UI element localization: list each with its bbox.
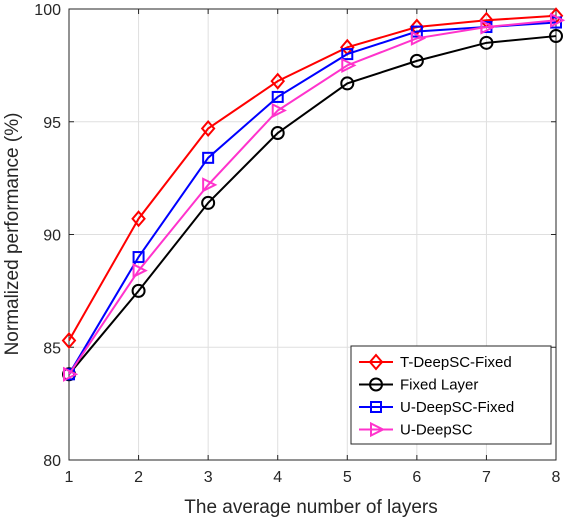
x-tick-label: 2 [134, 469, 143, 486]
x-tick-label: 5 [343, 469, 352, 486]
t-deepsc-fixed-line [68, 14, 557, 341]
x-tick-label: 3 [204, 469, 213, 486]
u-deepsc-fixed-point [271, 90, 284, 103]
series-t-deepsc-fixed [61, 7, 564, 350]
fixed-layer-point [340, 76, 355, 91]
legend-entry-t-deepsc-fixed: T-DeepSC-Fixed [359, 353, 512, 371]
u-deepsc-fixed-point [202, 151, 215, 164]
fixed-layer-point [409, 53, 424, 68]
y-tick-label: 90 [43, 228, 61, 245]
t-deepsc-fixed-point [61, 331, 77, 350]
legend-entry-u-deepsc: U-DeepSC [359, 422, 473, 439]
fixed-layer-point [549, 29, 563, 44]
u-deepsc-point [480, 19, 496, 35]
u-deepsc-point [550, 12, 566, 28]
series-u-deepsc [63, 12, 566, 382]
legend-swatch-marker [370, 401, 382, 413]
t-deepsc-fixed-point [270, 72, 286, 90]
x-tick-label: 7 [482, 469, 491, 486]
legend-label: U-DeepSC-Fixed [400, 399, 514, 416]
legend-label: Fixed Layer [400, 377, 478, 394]
x-axis-label: The average number of layers [184, 497, 437, 518]
legend-swatch-marker [369, 377, 383, 392]
fixed-layer-point [479, 35, 494, 50]
x-tick-label: 6 [412, 469, 421, 486]
x-tick-label: 4 [273, 469, 282, 486]
y-tick-label: 95 [43, 115, 61, 132]
x-tick-label: 8 [552, 469, 561, 486]
fixed-layer-point [270, 126, 285, 141]
fixed-layer-point [131, 283, 146, 298]
y-tick-label: 85 [43, 340, 61, 357]
y-axis-label: Normalized performance (%) [2, 113, 23, 356]
u-deepsc-fixed-point [132, 251, 145, 264]
legend-swatch-marker [368, 353, 384, 371]
axes [68, 8, 557, 461]
legend-swatch-marker [370, 421, 386, 438]
u-deepsc-point [63, 366, 79, 382]
tick-labels: 1 2 3 4 5 6 7 8 80 85 90 95 100 [34, 2, 560, 486]
u-deepsc-fixed-line [68, 21, 557, 375]
u-deepsc-line [68, 19, 557, 375]
y-tick-label: 80 [43, 453, 61, 470]
u-deepsc-fixed-point [341, 48, 354, 61]
u-deepsc-point [132, 262, 148, 279]
legend: T-DeepSC-Fixed Fixed Layer U-DeepSC-Fixed U… [350, 345, 552, 445]
legend-entry-fixed-layer: Fixed Layer [359, 377, 478, 394]
series-fixed-layer [62, 29, 563, 382]
legend-entry-u-deepsc-fixed: U-DeepSC-Fixed [359, 399, 514, 416]
u-deepsc-point [341, 57, 357, 73]
legend-label: T-DeepSC-Fixed [400, 354, 512, 371]
t-deepsc-fixed-point [131, 210, 146, 228]
series-lines [61, 7, 566, 382]
legend-label: U-DeepSC [400, 422, 473, 439]
fixed-layer-line [68, 35, 557, 375]
u-deepsc-point [410, 30, 427, 46]
x-tick-label: 1 [65, 469, 74, 486]
fixed-layer-point [201, 195, 216, 210]
y-tick-label: 100 [34, 2, 61, 19]
t-deepsc-fixed-point [200, 119, 216, 138]
u-deepsc-point [271, 102, 287, 119]
u-deepsc-point [202, 177, 218, 193]
